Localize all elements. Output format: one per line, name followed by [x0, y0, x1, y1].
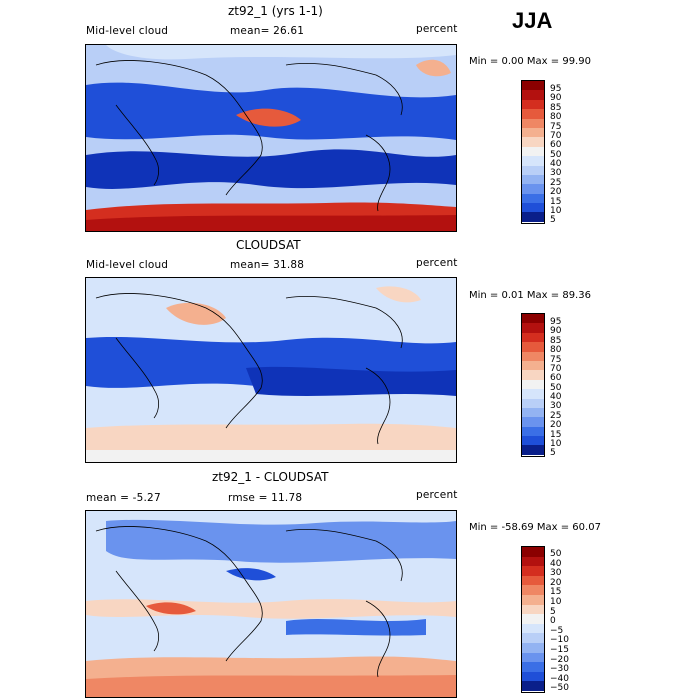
panel-3-tick: 30 [550, 568, 562, 578]
panel-3-title: zt92_1 - CLOUDSAT [212, 470, 329, 484]
panel-1-mean: mean= 26.61 [230, 25, 305, 37]
panel-1-map [85, 44, 457, 232]
panel-1-tick: 80 [550, 112, 562, 122]
panel-3-tick: −30 [550, 664, 569, 674]
panel-3-map [85, 510, 457, 698]
panel-2-tick: 40 [550, 392, 562, 402]
panel-1-tick: 60 [550, 140, 562, 150]
panel-1-tick: 40 [550, 159, 562, 169]
panel-1-contour-field [86, 45, 456, 231]
panel-3-colorbar [521, 546, 545, 693]
panel-1-colorbar [521, 80, 545, 224]
panel-3-tick: 20 [550, 578, 562, 588]
panel-2-contour-field [86, 278, 456, 462]
panel-2-tick: 50 [550, 383, 562, 393]
panel-1-tick: 5 [550, 215, 556, 225]
panel-2-colorbar [521, 313, 545, 457]
panel-2-tick: 70 [550, 364, 562, 374]
panel-1-units: percent [416, 23, 458, 35]
panel-1-tick: 75 [550, 122, 562, 132]
panel-2-tick: 25 [550, 411, 562, 421]
panel-3-tick: 0 [550, 616, 556, 626]
panel-2-tick: 95 [550, 317, 562, 327]
panel-3-contour-field [86, 511, 456, 697]
panel-2-tick: 30 [550, 401, 562, 411]
panel-2-units: percent [416, 257, 458, 269]
panel-2-tick: 75 [550, 355, 562, 365]
panel-2-tick: 60 [550, 373, 562, 383]
panel-3-tick: 10 [550, 597, 562, 607]
panel-3-tick: −40 [550, 674, 569, 684]
panel-2-tick: 10 [550, 439, 562, 449]
panel-1-tick: 15 [550, 197, 562, 207]
panel-3-tick: −50 [550, 683, 569, 693]
panel-3-tick: 5 [550, 607, 556, 617]
panel-2-map [85, 277, 457, 463]
panel-2-tick: 80 [550, 345, 562, 355]
panel-2-tick: 5 [550, 448, 556, 458]
panel-1-tick: 85 [550, 103, 562, 113]
panel-1-minmax: Min = 0.00 Max = 99.90 [469, 56, 591, 67]
panel-1-tick: 30 [550, 168, 562, 178]
panel-3-mean: mean = -5.27 [86, 492, 161, 504]
panel-1-tick: 70 [550, 131, 562, 141]
panel-3-tick: −20 [550, 655, 569, 665]
panel-3-units: percent [416, 489, 458, 501]
panel-3-rmse: rmse = 11.78 [228, 492, 303, 504]
panel-2-variable-label: Mid-level cloud [86, 259, 169, 271]
season-label: JJA [512, 8, 553, 33]
panel-2-tick: 15 [550, 430, 562, 440]
panel-3-tick: −10 [550, 635, 569, 645]
panel-2-tick: 85 [550, 336, 562, 346]
panel-2-mean: mean= 31.88 [230, 259, 305, 271]
panel-1-title: zt92_1 (yrs 1-1) [228, 4, 323, 18]
panel-1-tick: 10 [550, 206, 562, 216]
panel-2-title: CLOUDSAT [236, 238, 301, 252]
panel-1-tick: 20 [550, 187, 562, 197]
panel-1-tick: 25 [550, 178, 562, 188]
panel-3-tick: −15 [550, 645, 569, 655]
panel-3-tick: 15 [550, 587, 562, 597]
panel-1-tick: 90 [550, 93, 562, 103]
panel-2-tick: 90 [550, 326, 562, 336]
panel-3-tick: 40 [550, 559, 562, 569]
panel-1-variable-label: Mid-level cloud [86, 25, 169, 37]
panel-3-minmax: Min = -58.69 Max = 60.07 [469, 522, 601, 533]
panel-3-tick: −5 [550, 626, 564, 636]
panel-3-tick: 50 [550, 549, 562, 559]
panel-1-tick: 50 [550, 150, 562, 160]
panel-1-tick: 95 [550, 84, 562, 94]
panel-2-tick: 20 [550, 420, 562, 430]
panel-2-minmax: Min = 0.01 Max = 89.36 [469, 290, 591, 301]
